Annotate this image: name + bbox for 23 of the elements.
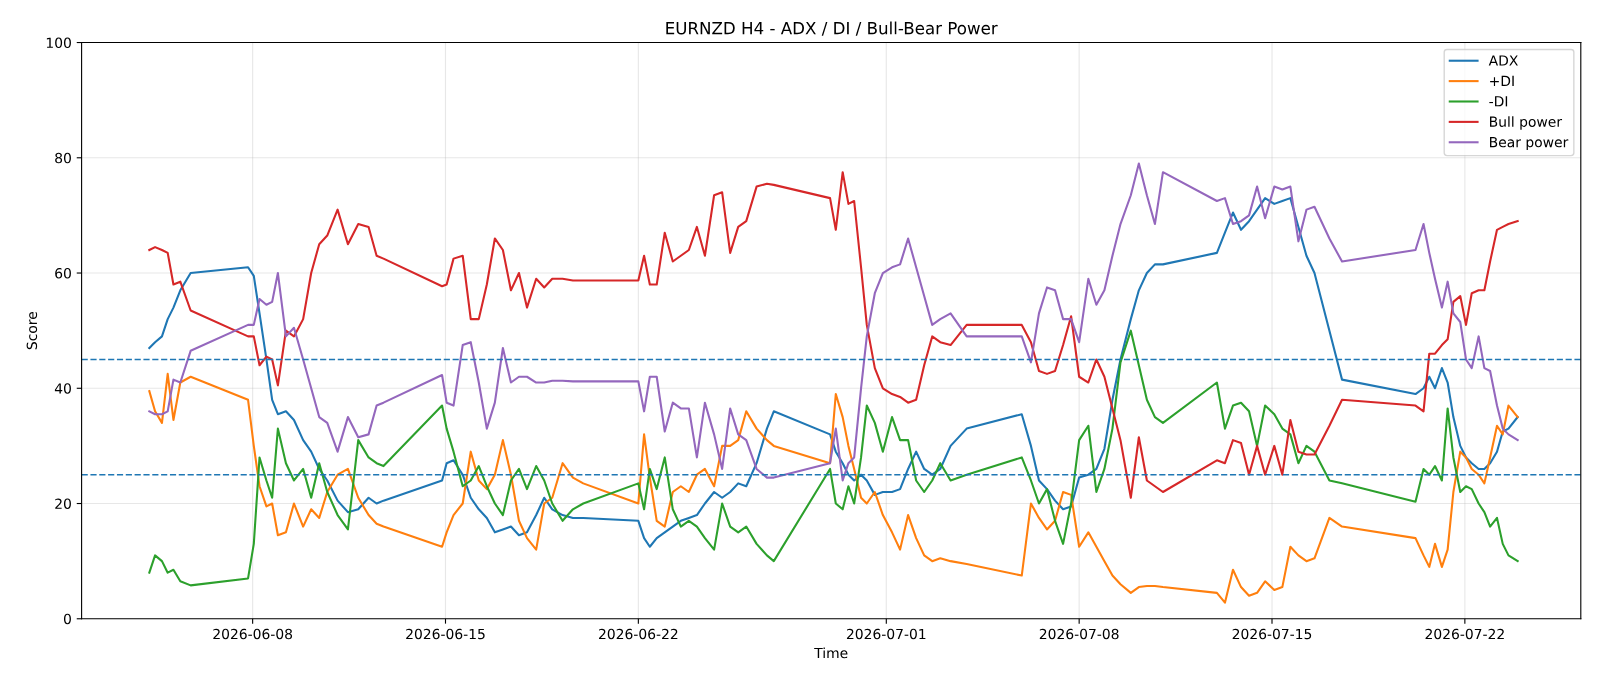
y-tick-label: 0: [63, 613, 71, 625]
x-tick-label: 2026-07-22: [1425, 628, 1504, 640]
y-axis-title: Score: [26, 311, 38, 350]
x-tick-label: 2026-06-22: [599, 628, 678, 640]
x-tick-label: 2026-07-15: [1232, 628, 1312, 640]
x-tick-label: 2026-07-08: [1039, 628, 1119, 640]
x-tick-label: 2026-07-01: [846, 628, 926, 640]
x-axis-title: Time: [814, 647, 848, 659]
legend-label: Bear power: [1490, 137, 1569, 151]
line-series: [148, 372, 1519, 604]
legend-label: Bull power: [1490, 116, 1563, 130]
y-tick-label: 60: [55, 268, 71, 279]
legend-label: +DI: [1490, 75, 1514, 86]
y-tick-label: 100: [46, 37, 71, 49]
y-tick-label: 20: [55, 498, 71, 509]
chart-title: EURNZD H4 - ADX / DI / Bull-Bear Power: [666, 21, 998, 36]
legend-label: ADX: [1488, 55, 1518, 66]
legend-label: -DI: [1489, 96, 1508, 107]
x-tick-label: 2026-06-08: [213, 628, 293, 640]
x-tick-label: 2026-06-15: [406, 628, 485, 640]
y-tick-label: 40: [54, 383, 71, 394]
y-tick-label: 80: [55, 152, 71, 164]
line-series: [148, 329, 1519, 587]
